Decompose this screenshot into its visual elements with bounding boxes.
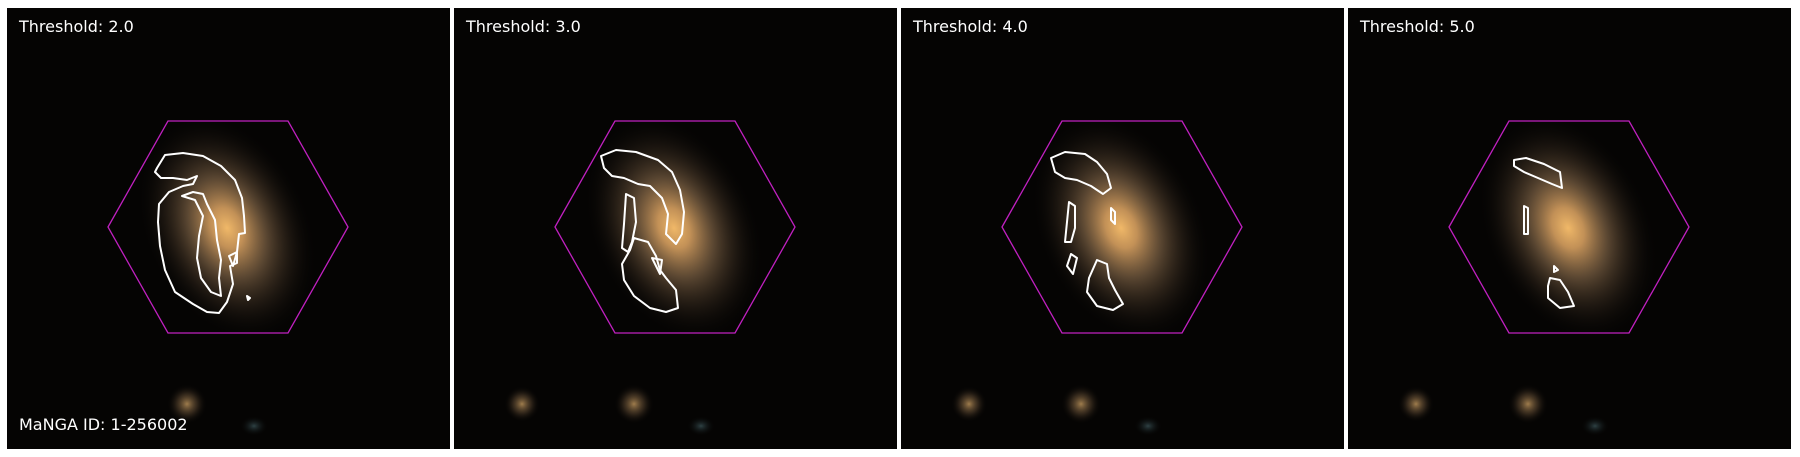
threshold-label: Threshold: 4.0	[913, 17, 1028, 36]
threshold-label: Threshold: 3.0	[466, 17, 581, 36]
manga-id-label: MaNGA ID: 1-256002	[19, 415, 188, 434]
contour-lines	[1513, 157, 1575, 309]
threshold-panel-2: Threshold: 3.0	[454, 8, 897, 449]
galaxy-image	[901, 8, 1344, 449]
threshold-panel-3: Threshold: 4.0	[901, 8, 1344, 449]
galaxy-image	[1348, 8, 1791, 449]
ifu-hexagon	[107, 120, 349, 334]
contour-lines	[1050, 151, 1124, 311]
galaxy-image	[7, 8, 450, 449]
threshold-panel-1: Threshold: 2.0 MaNGA ID: 1-256002	[7, 8, 450, 449]
threshold-label: Threshold: 2.0	[19, 17, 134, 36]
ifu-hexagon	[1001, 120, 1243, 334]
ifu-hexagon	[1448, 120, 1690, 334]
contour-lines	[600, 149, 685, 313]
threshold-label: Threshold: 5.0	[1360, 17, 1475, 36]
threshold-panel-4: Threshold: 5.0	[1348, 8, 1791, 449]
contour-lines	[154, 152, 251, 314]
ifu-hexagon	[554, 120, 796, 334]
galaxy-image	[454, 8, 897, 449]
